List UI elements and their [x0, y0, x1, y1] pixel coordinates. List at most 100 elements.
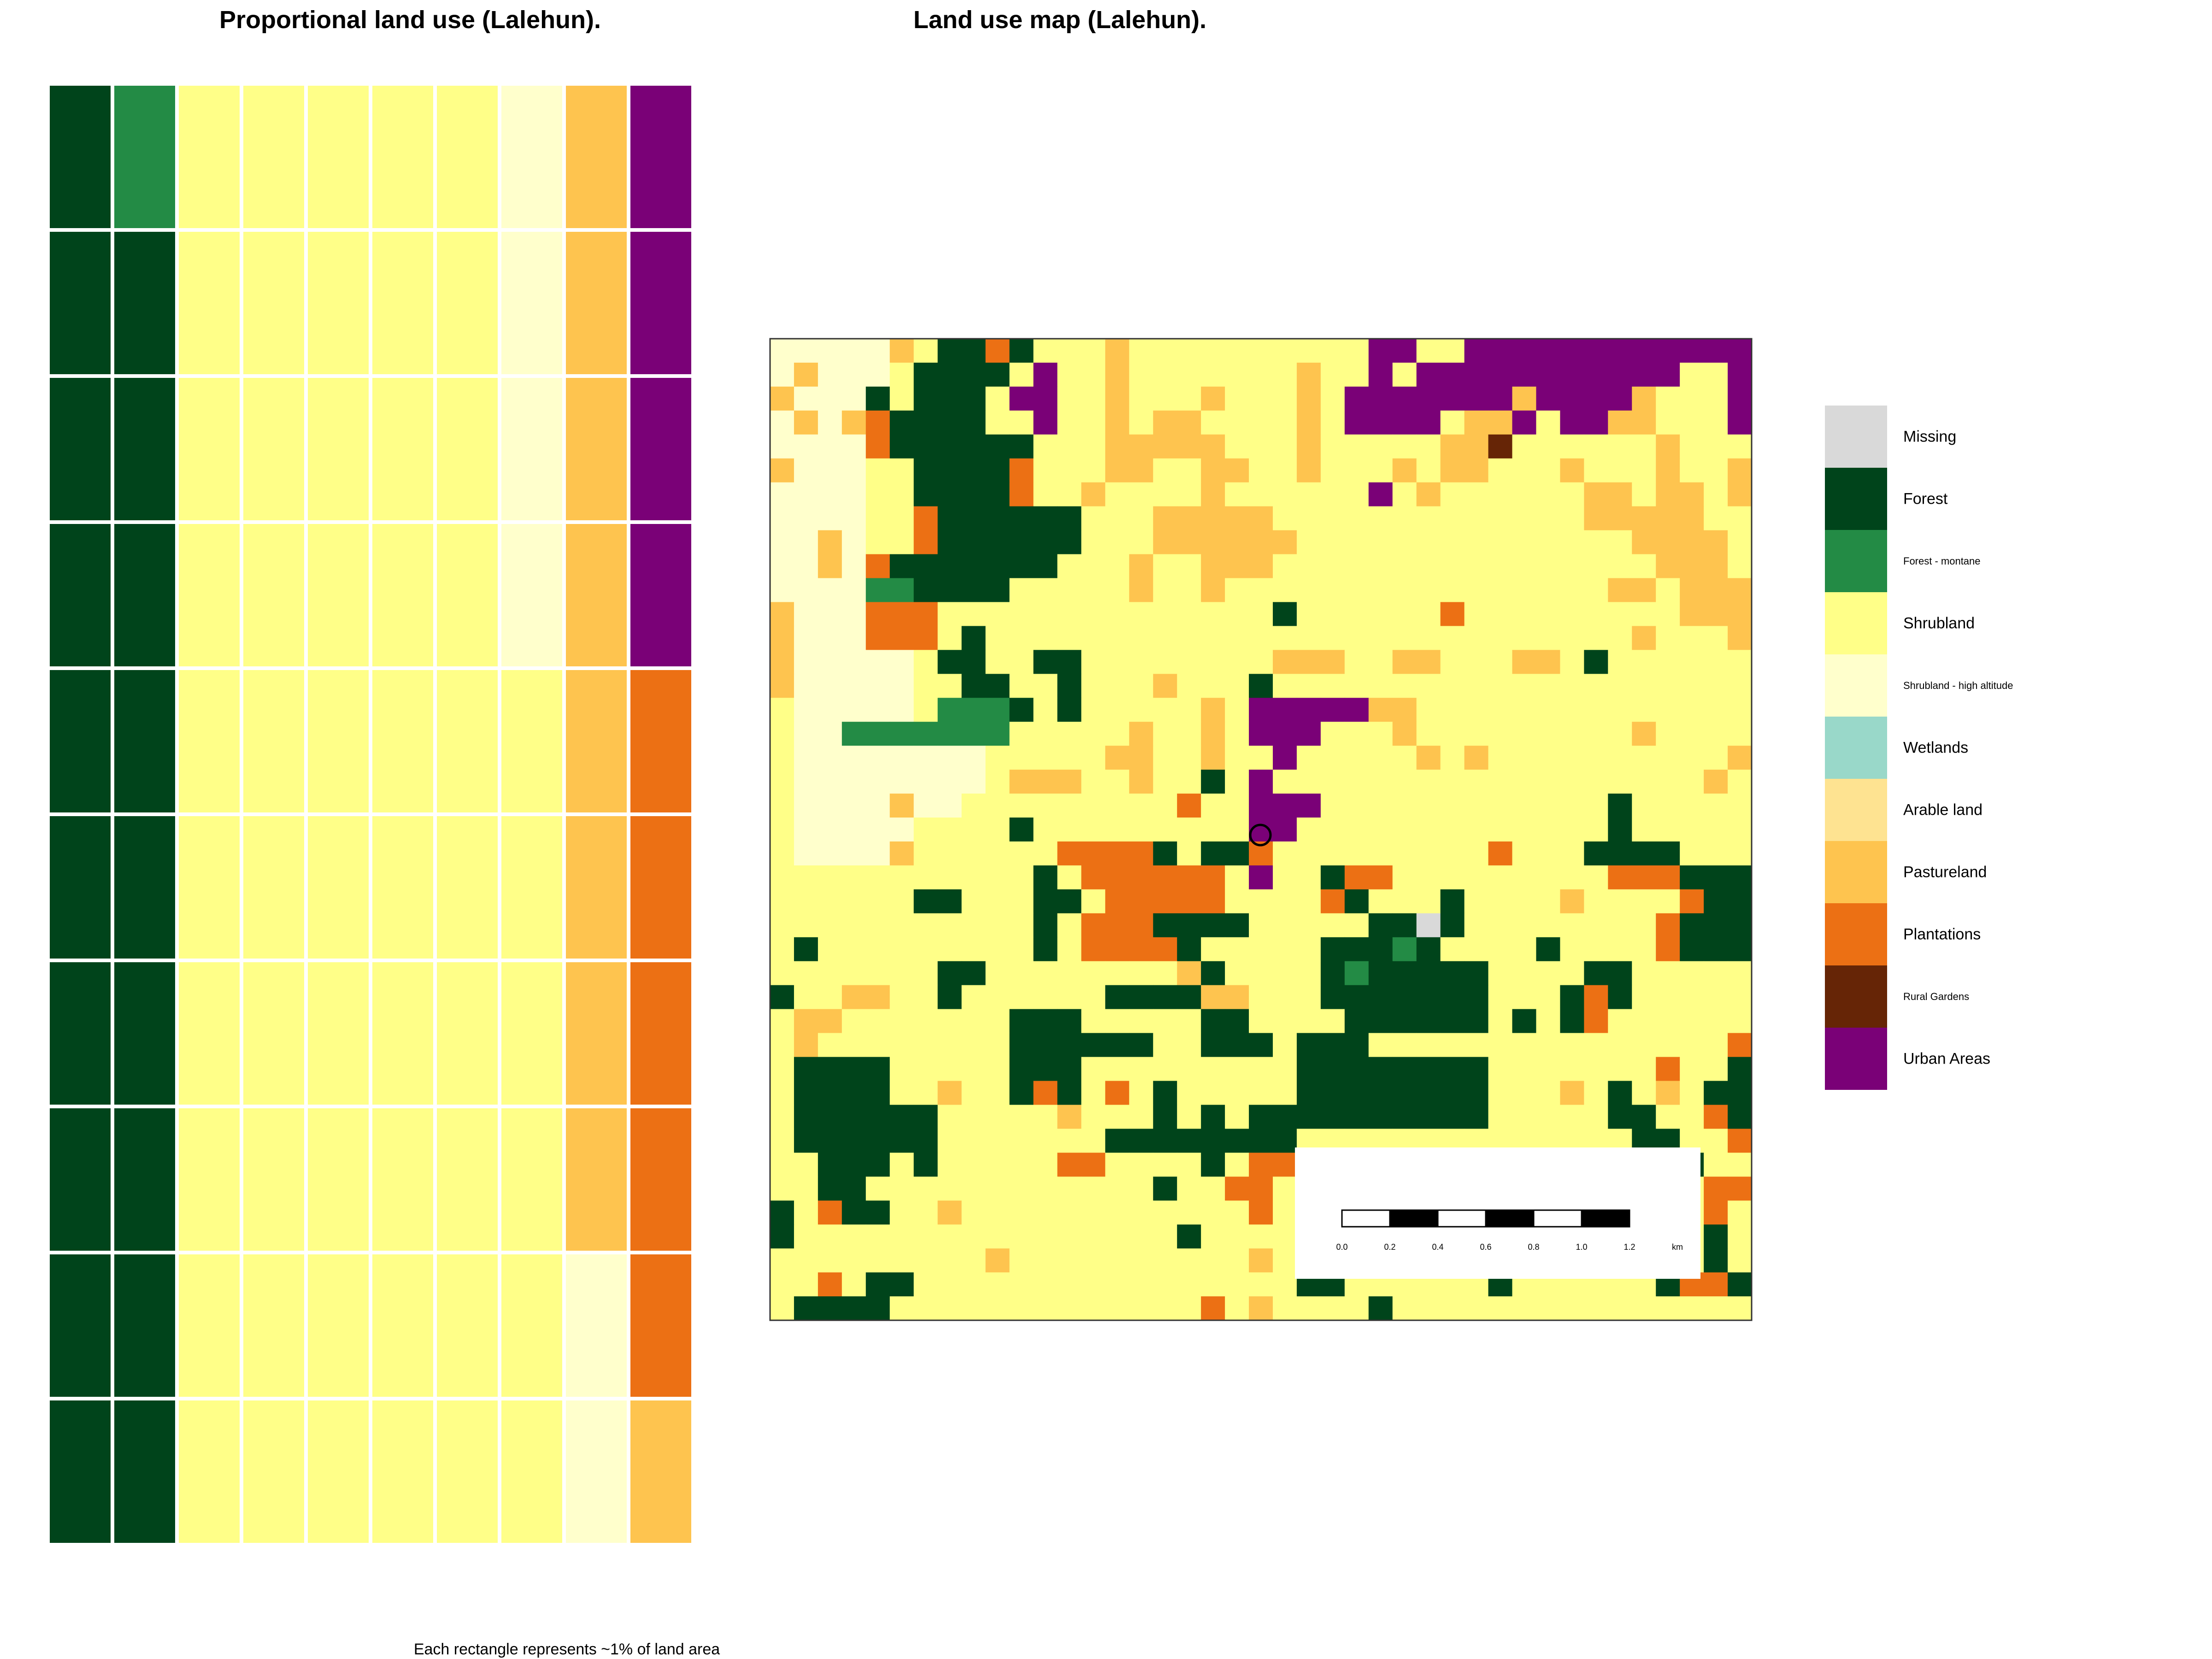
- map-cell-shrubland-high-altitude: [937, 770, 962, 794]
- map-cell-shrubland: [889, 889, 914, 914]
- map-cell-shrubland-high-altitude: [937, 746, 962, 770]
- map-cell-shrubland: [1272, 554, 1297, 579]
- map-cell-shrubland: [1488, 602, 1513, 627]
- map-cell-shrubland: [1464, 794, 1489, 818]
- map-cell-pastureland: [1728, 578, 1752, 603]
- map-cell-shrubland: [1440, 410, 1465, 435]
- map-cell-forest-montane: [961, 722, 986, 746]
- map-cell-shrubland-high-altitude: [818, 770, 842, 794]
- map-cell-shrubland: [794, 1248, 818, 1273]
- map-cell-shrubland: [1225, 650, 1249, 674]
- map-cell-shrubland: [1488, 650, 1513, 674]
- map-cell-forest: [1249, 1105, 1273, 1129]
- map-cell-shrubland: [1129, 602, 1153, 627]
- map-cell-shrubland: [1512, 937, 1537, 962]
- map-cell-urban-areas: [1704, 339, 1728, 363]
- map-cell-forest: [1009, 1057, 1034, 1082]
- waffle-cell-shrubland: [179, 378, 240, 520]
- map-cell-forest: [1057, 1009, 1082, 1034]
- map-cell-shrubland: [1632, 554, 1656, 579]
- map-cell-shrubland: [1680, 1009, 1704, 1034]
- waffle-cell-shrubland: [437, 670, 498, 812]
- waffle-cell-shrubland: [179, 1400, 240, 1543]
- map-cell-shrubland-high-altitude: [794, 841, 818, 866]
- map-cell-plantations: [1009, 482, 1034, 507]
- map-cell-shrubland: [889, 1153, 914, 1177]
- map-cell-pastureland: [1296, 650, 1321, 674]
- legend-item-forest: Forest: [1825, 468, 2147, 530]
- map-cell-shrubland: [889, 1296, 914, 1321]
- map-cell-forest: [794, 1105, 818, 1129]
- map-cell-shrubland: [1033, 722, 1058, 746]
- map-cell-urban-areas: [1560, 362, 1584, 387]
- map-cell-plantations: [1057, 1153, 1082, 1177]
- map-cell-shrubland: [1344, 818, 1369, 842]
- map-cell-forest: [1320, 865, 1345, 890]
- map-cell-shrubland: [1680, 1296, 1704, 1321]
- map-cell-forest: [1177, 913, 1201, 938]
- map-cell-forest: [1632, 841, 1656, 866]
- map-cell-forest: [985, 482, 1010, 507]
- map-cell-forest: [889, 1105, 914, 1129]
- map-cell-shrubland: [770, 961, 794, 986]
- map-cell-pastureland: [1632, 410, 1656, 435]
- map-cell-shrubland: [1129, 650, 1153, 674]
- map-cell-forest: [818, 1177, 842, 1201]
- map-cell-shrubland-high-altitude: [770, 482, 794, 507]
- map-cell-plantations: [1129, 865, 1153, 890]
- map-cell-forest: [937, 889, 962, 914]
- map-cell-pastureland: [1632, 578, 1656, 603]
- map-cell-shrubland: [1728, 818, 1752, 842]
- map-cell-shrubland: [1033, 818, 1058, 842]
- scale-bar-segment: [1581, 1209, 1630, 1228]
- map-cell-shrubland: [1177, 1033, 1201, 1058]
- map-cell-shrubland: [1081, 530, 1106, 555]
- map-cell-shrubland: [1296, 482, 1321, 507]
- waffle-cell-shrubland: [501, 670, 562, 812]
- map-cell-forest: [985, 530, 1010, 555]
- map-cell-shrubland: [1153, 1033, 1177, 1058]
- map-cell-shrubland: [937, 937, 962, 962]
- map-cell-forest: [865, 1153, 890, 1177]
- map-cell-shrubland: [985, 937, 1010, 962]
- map-cell-shrubland: [794, 1272, 818, 1297]
- map-cell-shrubland: [1560, 937, 1584, 962]
- map-cell-shrubland: [1296, 674, 1321, 698]
- map-cell-shrubland: [1728, 698, 1752, 722]
- map-cell-shrubland: [1416, 794, 1441, 818]
- map-cell-pastureland: [1680, 482, 1704, 507]
- map-cell-plantations: [1081, 1153, 1106, 1177]
- scale-bar-unit: km: [1672, 1242, 1683, 1252]
- map-cell-shrubland: [1728, 961, 1752, 986]
- map-cell-shrubland: [1225, 937, 1249, 962]
- map-cell-pastureland: [1584, 506, 1608, 531]
- waffle-cell-shrubland: [372, 1254, 433, 1397]
- map-cell-plantations: [1704, 1272, 1728, 1297]
- map-cell-shrubland: [1057, 482, 1082, 507]
- map-cell-plantations: [818, 1200, 842, 1225]
- map-cell-shrubland: [985, 602, 1010, 627]
- map-cell-pastureland: [1704, 530, 1728, 555]
- map-cell-shrubland: [1105, 1248, 1130, 1273]
- map-cell-pastureland: [1177, 961, 1201, 986]
- map-cell-shrubland: [1225, 746, 1249, 770]
- map-cell-shrubland: [1296, 889, 1321, 914]
- map-cell-shrubland: [1584, 818, 1608, 842]
- map-cell-shrubland: [1488, 674, 1513, 698]
- map-cell-shrubland: [1320, 434, 1345, 459]
- map-cell-shrubland: [1608, 626, 1632, 650]
- waffle-cell-shrubland: [243, 1108, 304, 1251]
- map-cell-shrubland: [1632, 650, 1656, 674]
- map-cell-pastureland: [1249, 1248, 1273, 1273]
- map-cell-shrubland: [1153, 554, 1177, 579]
- map-cell-shrubland: [1512, 1296, 1537, 1321]
- map-cell-forest: [865, 1129, 890, 1153]
- map-cell-shrubland: [1296, 1009, 1321, 1034]
- map-cell-pastureland: [1656, 530, 1680, 555]
- map-cell-pastureland: [1296, 458, 1321, 483]
- map-cell-shrubland: [961, 889, 986, 914]
- map-cell-shrubland: [1105, 482, 1130, 507]
- map-cell-shrubland: [1225, 386, 1249, 411]
- map-cell-shrubland: [1440, 339, 1465, 363]
- map-cell-shrubland: [1488, 1296, 1513, 1321]
